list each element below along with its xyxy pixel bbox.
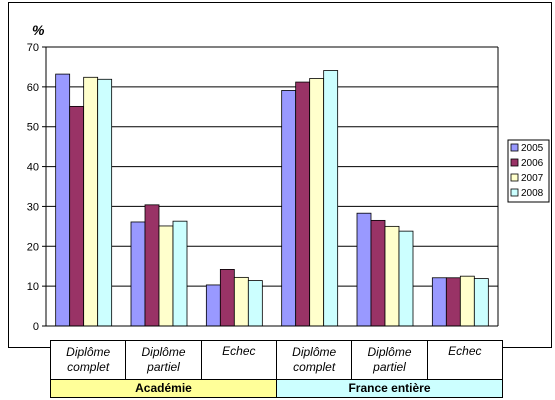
bar-2005 — [281, 90, 297, 327]
bar-2006 — [445, 277, 461, 327]
bar-2007 — [459, 275, 475, 327]
category-label-line2: complet — [293, 360, 336, 374]
category-label-line2: partiel — [373, 360, 406, 374]
bar-2005 — [431, 277, 447, 327]
bar-2005 — [205, 284, 221, 327]
bar-2005 — [130, 221, 146, 327]
bar-2008 — [323, 70, 339, 327]
category-label: Diplôme complet — [50, 340, 127, 380]
category-label-line1: Diplôme — [292, 345, 337, 359]
group-label: Académie — [50, 379, 277, 398]
category-label-line2: complet — [67, 360, 110, 374]
legend-label-2008: 2008 — [521, 188, 544, 199]
category-label-line2: partiel — [147, 360, 180, 374]
legend-label-2006: 2006 — [521, 158, 544, 169]
legend-swatch-2006 — [510, 158, 519, 167]
y-tick-label: 10 — [27, 281, 39, 293]
category-label: Echec — [426, 340, 503, 380]
bar-2006 — [219, 269, 235, 327]
category-label-line1: Diplôme — [367, 345, 412, 359]
y-axis-label: % — [32, 22, 45, 38]
plot-area — [46, 47, 498, 326]
y-tick-label: 0 — [33, 321, 39, 333]
bar-2006 — [295, 81, 311, 327]
category-label-line1: Echec — [222, 344, 256, 358]
group-label: France entière — [276, 379, 503, 398]
legend-swatch-2005 — [510, 143, 519, 152]
bar-2006 — [69, 105, 85, 327]
y-tick-label: 70 — [27, 42, 39, 54]
category-label: Diplôme partiel — [351, 340, 428, 380]
category-label-line1: Diplôme — [66, 345, 111, 359]
bar-2008 — [172, 220, 188, 327]
y-tick-label: 20 — [27, 241, 39, 253]
category-label-line1: Echec — [448, 344, 482, 358]
bar-2007 — [384, 225, 400, 327]
legend-swatch-2008 — [510, 188, 519, 197]
bar-2007 — [233, 276, 249, 327]
y-tick-label: 30 — [27, 201, 39, 213]
category-label: Diplôme complet — [276, 340, 353, 380]
y-tick-label: 40 — [27, 162, 39, 174]
bar-2007 — [309, 78, 325, 327]
y-tick-label: 50 — [27, 122, 39, 134]
bar-2008 — [97, 78, 113, 327]
bar-2008 — [247, 280, 263, 327]
legend-label-2007: 2007 — [521, 173, 544, 184]
category-label: Echec — [200, 340, 277, 380]
bar-2006 — [144, 204, 160, 327]
bar-2005 — [356, 212, 372, 327]
category-label: Diplôme partiel — [125, 340, 202, 380]
bar-2006 — [370, 219, 386, 327]
y-tick-label: 60 — [27, 82, 39, 94]
bar-2007 — [158, 225, 174, 327]
bar-2007 — [83, 76, 99, 327]
legend-swatch-2007 — [510, 173, 519, 182]
bar-2008 — [473, 278, 489, 327]
legend-label-2005: 2005 — [521, 143, 544, 154]
bar-2008 — [398, 230, 414, 327]
bar-2005 — [55, 73, 71, 327]
category-label-line1: Diplôme — [141, 345, 186, 359]
